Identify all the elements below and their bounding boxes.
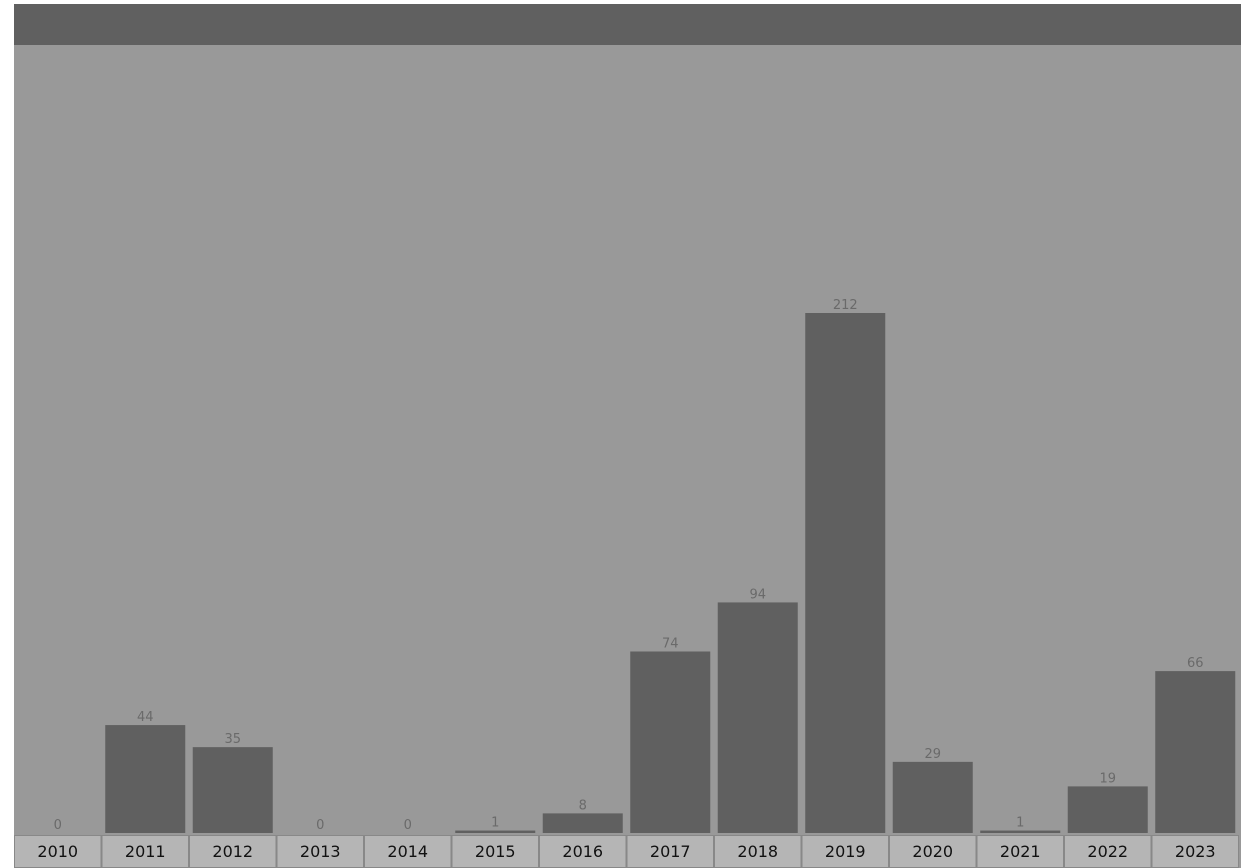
bar-chart: 0 2010 44 2011 35 2012 0 2013 0 2014 1 2015 8 2016 74 2…	[14, 298, 1239, 868]
bar-value-label: 0	[404, 818, 412, 833]
bar-2016	[542, 813, 623, 833]
x-tick-label: 2010	[37, 842, 78, 861]
bar-2020	[892, 761, 973, 833]
x-tick-cell	[1152, 836, 1238, 867]
x-tick-label: 2023	[1175, 842, 1216, 861]
bar-value-label: 1	[491, 816, 499, 831]
x-tick-label: 2014	[387, 842, 428, 861]
bar-value-label: 44	[137, 710, 154, 725]
bar-value-label: 66	[1187, 656, 1204, 671]
bar-2023	[1155, 671, 1236, 833]
x-tick-cell	[15, 836, 101, 867]
x-tick-label: 2011	[125, 842, 166, 861]
x-tick-label: 2013	[300, 842, 341, 861]
bar-value-label: 94	[749, 587, 766, 602]
x-tick-cell	[277, 836, 363, 867]
bar-2012	[192, 747, 273, 833]
bar-value-label: 1	[1016, 816, 1024, 831]
x-tick-label: 2015	[475, 842, 516, 861]
x-tick-label: 2017	[650, 842, 691, 861]
bar-2022	[1067, 786, 1148, 833]
x-tick-label: 2016	[562, 842, 603, 861]
x-tick-cell	[977, 836, 1063, 867]
x-tick-cell	[627, 836, 713, 867]
x-tick-cell	[102, 836, 188, 867]
x-tick-cell	[540, 836, 626, 867]
chart-header-bar	[14, 4, 1241, 45]
x-tick-cell	[190, 836, 276, 867]
bar-2011	[105, 725, 186, 833]
bar-2019	[805, 313, 886, 833]
x-tick-label: 2022	[1087, 842, 1128, 861]
x-tick-cell	[1065, 836, 1151, 867]
bar-value-label: 35	[224, 732, 241, 747]
x-tick-label: 2020	[912, 842, 953, 861]
bar-value-label: 0	[54, 818, 62, 833]
x-tick-cell	[802, 836, 888, 867]
bar-value-label: 0	[316, 818, 324, 833]
x-tick-cell	[452, 836, 538, 867]
bar-value-label: 212	[833, 298, 858, 313]
bar-2015	[455, 830, 536, 833]
x-tick-label: 2019	[825, 842, 866, 861]
x-tick-label: 2012	[212, 842, 253, 861]
bar-2017	[630, 651, 711, 833]
x-tick-label: 2018	[737, 842, 778, 861]
bar-2021	[980, 830, 1061, 833]
x-tick-cell	[715, 836, 801, 867]
x-tick-cell	[365, 836, 451, 867]
bar-value-label: 29	[924, 747, 941, 762]
chart-frame: 0 2010 44 2011 35 2012 0 2013 0 2014 1 2015 8 2016 74 2…	[14, 4, 1241, 868]
bar-value-label: 8	[579, 798, 587, 813]
bar-2018	[717, 602, 798, 833]
bar-value-label: 74	[662, 636, 679, 651]
x-tick-cell	[890, 836, 976, 867]
bar-value-label: 19	[1099, 771, 1116, 786]
x-tick-label: 2021	[1000, 842, 1041, 861]
